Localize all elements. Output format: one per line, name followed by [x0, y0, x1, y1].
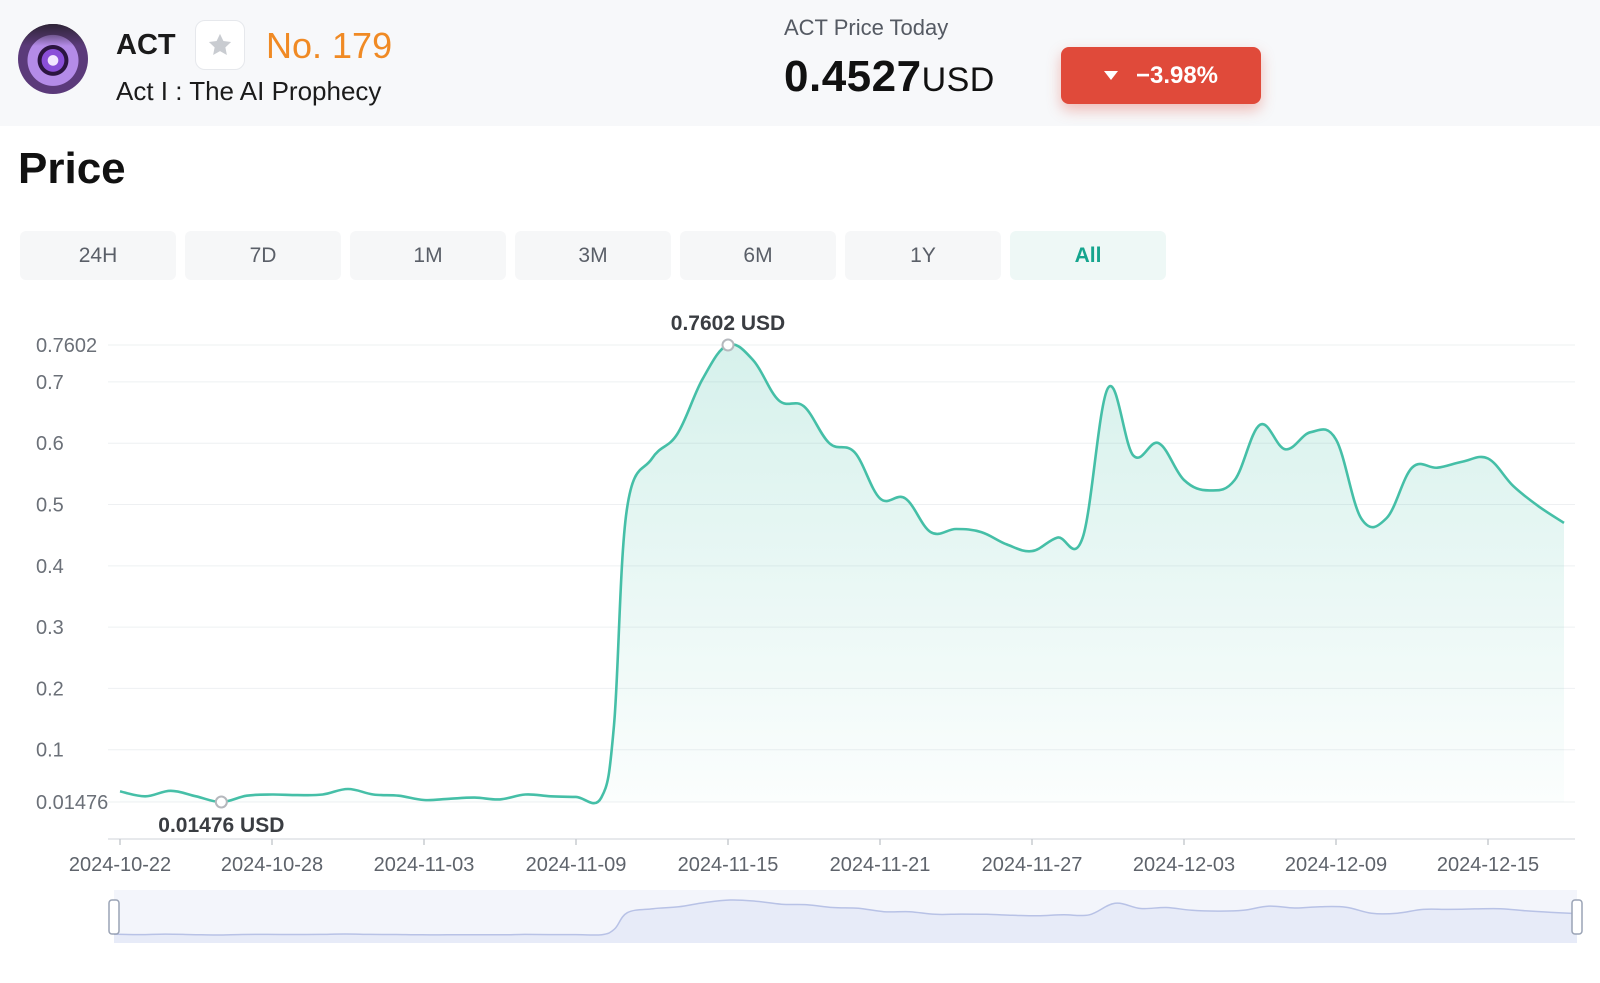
x-tick-label: 2024-12-03 — [1133, 854, 1235, 876]
x-tick-label: 2024-11-21 — [830, 854, 931, 876]
navigator-right-handle[interactable] — [1571, 899, 1583, 935]
y-tick-label: 0.7 — [36, 372, 64, 394]
price-area — [120, 344, 1564, 804]
current-price: 0.4527USD — [784, 52, 995, 102]
y-tick-label: 0.1 — [36, 740, 64, 762]
price-label: ACT Price Today — [784, 15, 949, 40]
y-tick-label: 0.3 — [36, 617, 64, 639]
navigator-left-handle[interactable] — [108, 899, 120, 935]
tab-1y[interactable]: 1Y — [845, 231, 1001, 280]
x-tick-label: 2024-12-09 — [1285, 854, 1387, 876]
x-axis: 2024-10-22 2024-10-28 2024-11-03 2024-11-09… — [69, 838, 1575, 876]
section-title: Price — [18, 144, 126, 193]
x-tick-label: 2024-11-15 — [678, 854, 779, 876]
y-tick-label: 0.5 — [36, 495, 64, 517]
max-price-label: 0.7602 USD — [671, 312, 785, 335]
coin-logo — [18, 24, 88, 94]
y-tick-label: 0.01476 — [36, 792, 108, 814]
price-unit: USD — [921, 61, 995, 99]
y-tick-label: 0.4 — [36, 556, 64, 578]
navigator-line — [113, 899, 1578, 936]
tab-all[interactable]: All — [1010, 231, 1166, 280]
y-tick-label: 0.7602 — [36, 335, 97, 357]
x-tick-label: 2024-11-03 — [374, 854, 475, 876]
tab-24h[interactable]: 24H — [20, 231, 176, 280]
coin-rank: No. 179 — [266, 25, 393, 66]
caret-down-icon — [1103, 71, 1118, 80]
navigator-area — [114, 899, 1577, 943]
range-navigator[interactable] — [108, 890, 1583, 943]
star-icon — [208, 33, 232, 56]
tab-6m[interactable]: 6M — [680, 231, 836, 280]
price-change-value: −3.98% — [1135, 61, 1219, 89]
y-tick-label: 0.2 — [36, 678, 64, 700]
min-price-label: 0.01476 USD — [158, 814, 284, 837]
range-tabs: 24H 7D 1M 3M 6M 1Y All — [20, 231, 1166, 280]
favorite-button[interactable] — [195, 20, 245, 70]
price-chart[interactable]: 0.01476 0.1 0.2 0.3 0.4 0.5 0.6 0.7 0.7602 2024-… — [0, 300, 1600, 983]
coin-full-name: Act I : The AI Prophecy — [116, 76, 382, 106]
y-axis: 0.01476 0.1 0.2 0.3 0.4 0.5 0.6 0.7 0.7602 — [36, 335, 108, 814]
tab-1m[interactable]: 1M — [350, 231, 506, 280]
coin-header: ACT No. 179 Act I : The AI Prophecy ACT … — [0, 0, 1600, 126]
price-line — [119, 343, 1565, 805]
x-tick-label: 2024-10-22 — [69, 854, 171, 876]
price-amount: 0.4527 — [784, 52, 922, 101]
x-tick-label: 2024-12-15 — [1437, 854, 1539, 876]
x-tick-label: 2024-11-09 — [526, 854, 627, 876]
price-change-badge: −3.98% — [1061, 47, 1261, 104]
max-point-marker — [721, 338, 735, 352]
coin-ticker: ACT — [116, 29, 176, 61]
tab-3m[interactable]: 3M — [515, 231, 671, 280]
y-tick-label: 0.6 — [36, 433, 64, 455]
x-tick-label: 2024-11-27 — [982, 854, 1083, 876]
min-point-marker — [214, 795, 228, 809]
tab-7d[interactable]: 7D — [185, 231, 341, 280]
x-tick-label: 2024-10-28 — [221, 854, 323, 876]
